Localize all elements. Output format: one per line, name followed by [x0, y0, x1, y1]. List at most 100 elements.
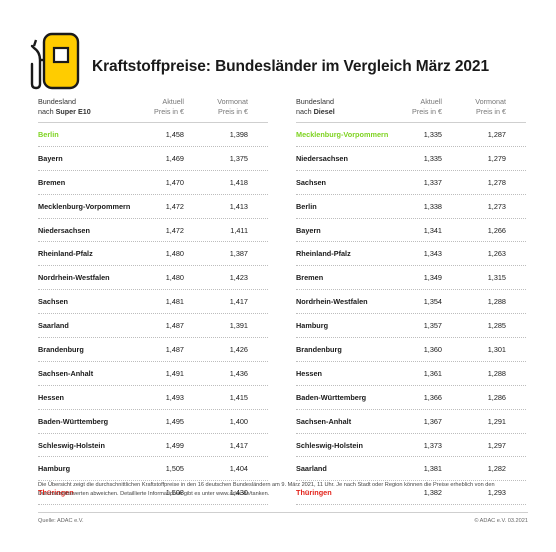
state-name: Rheinland-Pfalz — [38, 249, 93, 259]
column-header-previous: Vormonat Preis in € — [204, 97, 248, 117]
state-name: Schleswig-Holstein — [296, 440, 363, 450]
previous-price: 1,315 — [487, 273, 506, 283]
state-name: Hamburg — [38, 464, 71, 474]
current-price: 1,337 — [423, 177, 442, 187]
table-row: Thüringen 1,508 1,430 — [38, 481, 268, 506]
state-name: Sachsen — [38, 297, 69, 307]
table-row: Niedersachsen 1,335 1,279 — [296, 147, 526, 171]
previous-price: 1,391 — [229, 321, 248, 331]
previous-price: 1,286 — [487, 392, 506, 402]
state-name: Nordrhein-Westfalen — [296, 297, 368, 307]
column-header-current: Aktuell Preis in € — [400, 97, 442, 117]
current-price: 1,338 — [423, 201, 442, 211]
diesel-table: Bundesland nach Diesel Aktuell Preis in … — [296, 94, 526, 506]
header-label: Aktuell — [162, 97, 184, 106]
previous-price: 1,301 — [487, 345, 506, 355]
state-name: Baden-Württemberg — [38, 416, 109, 426]
current-price: 1,505 — [165, 464, 184, 474]
source-label: Quelle: ADAC e.V. — [38, 518, 84, 524]
table-row: Thüringen 1,382 1,293 — [296, 481, 526, 506]
previous-price: 1,415 — [229, 392, 248, 402]
current-price: 1,349 — [423, 273, 442, 283]
current-price: 1,360 — [423, 345, 442, 355]
table-row: Niedersachsen 1,472 1,411 — [38, 219, 268, 243]
state-name: Bayern — [296, 225, 321, 235]
current-price: 1,373 — [423, 440, 442, 450]
current-price: 1,472 — [165, 225, 184, 235]
header-label: Preis in € — [218, 107, 248, 116]
footnote: Die Übersicht zeigt die durchschnittlich… — [38, 482, 495, 497]
current-price: 1,472 — [165, 201, 184, 211]
previous-price: 1,398 — [229, 130, 248, 139]
header-label: Aktuell — [420, 97, 442, 106]
current-price: 1,495 — [165, 416, 184, 426]
current-price: 1,469 — [165, 153, 184, 163]
previous-price: 1,426 — [229, 345, 248, 355]
header-label: Vormonat — [475, 97, 506, 106]
column-header-state: Bundesland nach Super E10 — [38, 97, 91, 117]
previous-price: 1,287 — [487, 130, 506, 139]
current-price: 1,487 — [165, 321, 184, 331]
current-price: 1,458 — [165, 130, 184, 139]
table-row: Schleswig-Holstein 1,499 1,417 — [38, 434, 268, 458]
state-name: Schleswig-Holstein — [38, 440, 105, 450]
current-price: 1,381 — [423, 464, 442, 474]
current-price: 1,354 — [423, 297, 442, 307]
fuel-type-label: Diesel — [313, 107, 335, 116]
current-price: 1,470 — [165, 177, 184, 187]
current-price: 1,343 — [423, 249, 442, 259]
table-row: Bremen 1,349 1,315 — [296, 266, 526, 291]
state-name: Saarland — [296, 464, 327, 474]
state-name: Sachsen — [296, 177, 327, 187]
table-row: Rheinland-Pfalz 1,480 1,387 — [38, 242, 268, 267]
header-label: nach — [38, 107, 56, 116]
table-body: Berlin 1,458 1,398 Bayern 1,469 1,375 Bremen 1,… — [38, 123, 268, 506]
previous-price: 1,297 — [487, 440, 506, 450]
table-body: Mecklenburg-Vorpommern 1,335 1,287 Niedersa… — [296, 123, 526, 506]
table-row: Brandenburg 1,487 1,426 — [38, 338, 268, 362]
current-price: 1,382 — [423, 488, 442, 498]
state-name: Hamburg — [296, 321, 329, 331]
state-name: Thüringen — [38, 488, 74, 498]
table-row: Saarland 1,381 1,282 — [296, 457, 526, 482]
previous-price: 1,417 — [229, 440, 248, 450]
previous-price: 1,288 — [487, 368, 506, 378]
previous-price: 1,278 — [487, 177, 506, 187]
state-name: Berlin — [38, 130, 59, 139]
table-row: Schleswig-Holstein 1,373 1,297 — [296, 434, 526, 458]
current-price: 1,499 — [165, 440, 184, 450]
state-name: Brandenburg — [296, 345, 342, 355]
previous-price: 1,282 — [487, 464, 506, 474]
table-row: Hessen 1,493 1,415 — [38, 386, 268, 410]
table-row: Baden-Württemberg 1,366 1,286 — [296, 386, 526, 410]
copyright-label: © ADAC e.V. 03.2021 — [474, 518, 528, 524]
previous-price: 1,400 — [229, 416, 248, 426]
state-name: Hessen — [296, 368, 322, 378]
table-row: Bremen 1,470 1,418 — [38, 171, 268, 195]
table-row: Hessen 1,361 1,288 — [296, 362, 526, 386]
state-name: Nordrhein-Westfalen — [38, 273, 110, 283]
table-row: Baden-Württemberg 1,495 1,400 — [38, 410, 268, 434]
state-name: Niedersachsen — [38, 225, 90, 235]
column-header-previous: Vormonat Preis in € — [462, 97, 506, 117]
previous-price: 1,430 — [229, 488, 248, 498]
super-e10-table: Bundesland nach Super E10 Aktuell Preis … — [38, 94, 268, 506]
state-name: Bayern — [38, 153, 63, 163]
previous-price: 1,417 — [229, 297, 248, 307]
previous-price: 1,411 — [230, 225, 248, 235]
table-row: Nordrhein-Westfalen 1,354 1,288 — [296, 290, 526, 315]
header-label: Vormonat — [217, 97, 248, 106]
table-row: Mecklenburg-Vorpommern 1,335 1,287 — [296, 123, 526, 147]
state-name: Baden-Württemberg — [296, 392, 367, 402]
previous-price: 1,418 — [229, 177, 248, 187]
previous-price: 1,285 — [487, 321, 506, 331]
previous-price: 1,423 — [229, 273, 248, 283]
fuel-pump-icon — [30, 32, 80, 90]
state-name: Saarland — [38, 321, 69, 331]
table-row: Bayern 1,341 1,266 — [296, 219, 526, 243]
table-row: Mecklenburg-Vorpommern 1,472 1,413 — [38, 195, 268, 219]
previous-price: 1,273 — [487, 201, 506, 211]
table-row: Sachsen 1,481 1,417 — [38, 290, 268, 315]
table-header: Bundesland nach Super E10 Aktuell Preis … — [38, 94, 268, 123]
table-row: Bayern 1,469 1,375 — [38, 147, 268, 171]
